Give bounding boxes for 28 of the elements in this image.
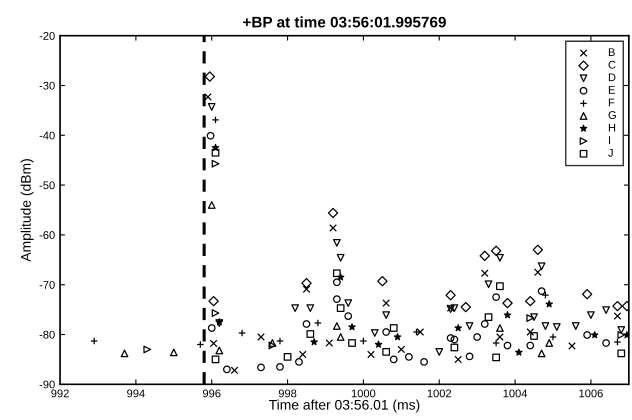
legend-label: J: [608, 148, 613, 157]
x-tick-label: 1004: [504, 389, 528, 398]
legend-label: D: [608, 73, 616, 82]
y-tick-label: -40: [40, 132, 55, 140]
legend-label: G: [608, 111, 616, 119]
x-tick-label: 992: [51, 389, 69, 398]
y-tick-label: -70: [40, 280, 55, 289]
x-tick-label: 994: [127, 389, 145, 398]
legend-label: E: [608, 86, 615, 94]
x-tick-label: 998: [278, 389, 296, 398]
chart-title: +BP at time 03:56:01.995769: [243, 16, 446, 28]
y-tick-label: -50: [40, 181, 55, 190]
y-tick-label: -30: [40, 82, 55, 90]
legend-label: I: [609, 136, 610, 144]
y-tick-label: -80: [40, 330, 55, 339]
x-axis-title: Time after 03:56.01 (ms): [268, 400, 420, 412]
legend-label: F: [608, 98, 614, 106]
x-tick-label: 996: [202, 389, 220, 398]
x-tick-label: 1006: [579, 389, 603, 398]
x-tick-label: 1002: [428, 389, 452, 398]
y-tick-label: -90: [40, 380, 55, 388]
y-axis-title: Amplitude (dBm): [20, 159, 34, 262]
x-tick-label: 1000: [352, 389, 376, 398]
y-tick-label: -60: [40, 231, 55, 240]
legend-label: B: [608, 48, 615, 56]
y-tick-label: -20: [40, 32, 55, 40]
legend-label: H: [608, 124, 616, 132]
legend-label: C: [608, 60, 616, 69]
